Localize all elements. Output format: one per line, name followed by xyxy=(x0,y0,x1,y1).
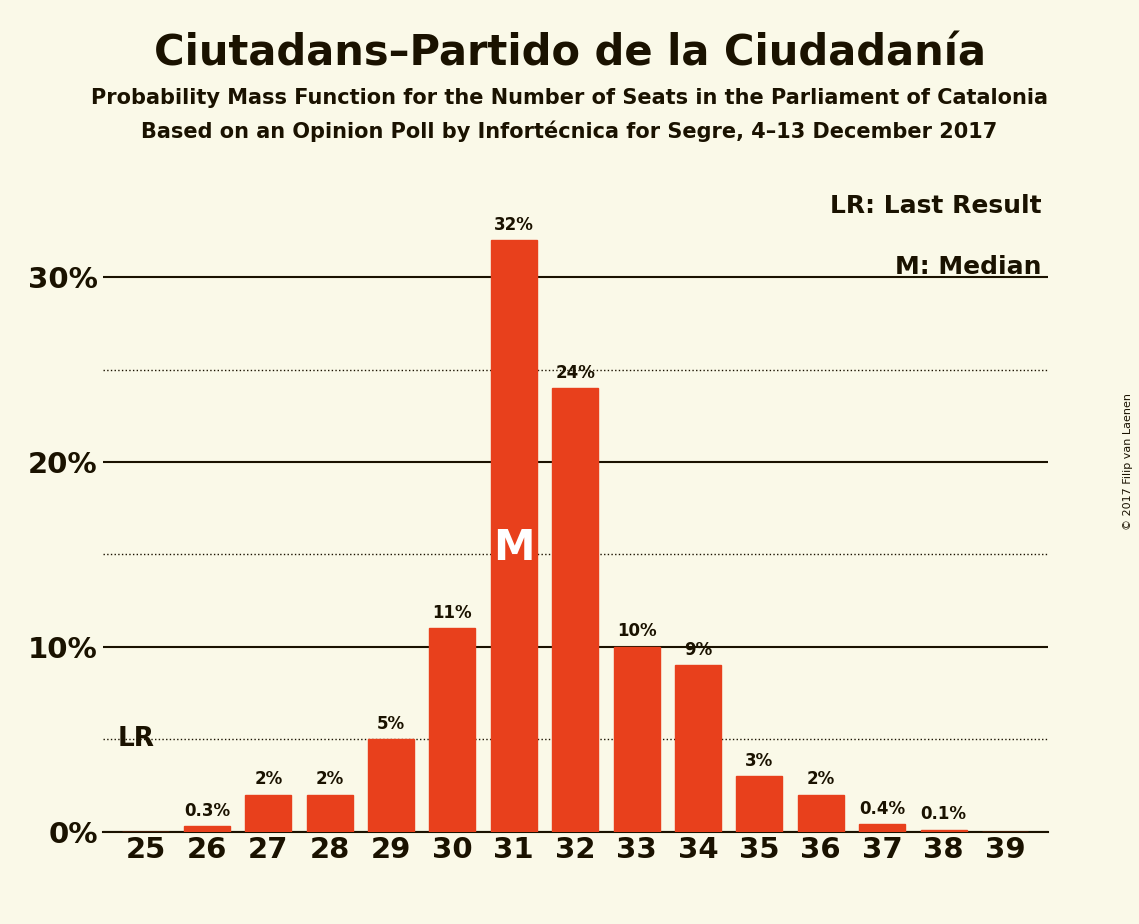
Text: 11%: 11% xyxy=(433,604,473,622)
Text: M: Median: M: Median xyxy=(895,255,1042,279)
Text: 32%: 32% xyxy=(494,216,534,234)
Bar xyxy=(306,795,353,832)
Bar xyxy=(491,240,536,832)
Text: 24%: 24% xyxy=(555,364,596,382)
Text: 0.3%: 0.3% xyxy=(183,802,230,820)
Text: LR: Last Result: LR: Last Result xyxy=(830,194,1042,218)
Text: Probability Mass Function for the Number of Seats in the Parliament of Catalonia: Probability Mass Function for the Number… xyxy=(91,88,1048,108)
Text: Based on an Opinion Poll by Infortécnica for Segre, 4–13 December 2017: Based on an Opinion Poll by Infortécnica… xyxy=(141,120,998,141)
Bar xyxy=(552,388,598,832)
Bar xyxy=(183,826,230,832)
Bar xyxy=(429,628,475,832)
Text: 3%: 3% xyxy=(745,752,773,770)
Text: © 2017 Filip van Laenen: © 2017 Filip van Laenen xyxy=(1123,394,1133,530)
Text: 10%: 10% xyxy=(617,623,656,640)
Text: 2%: 2% xyxy=(254,771,282,788)
Bar xyxy=(614,647,659,832)
Text: 2%: 2% xyxy=(316,771,344,788)
Bar xyxy=(675,665,721,832)
Text: LR: LR xyxy=(117,726,155,752)
Text: 0.1%: 0.1% xyxy=(920,806,967,823)
Text: 9%: 9% xyxy=(683,641,712,659)
Bar xyxy=(859,824,906,832)
Bar xyxy=(245,795,292,832)
Text: 2%: 2% xyxy=(806,771,835,788)
Text: 5%: 5% xyxy=(377,715,405,733)
Bar xyxy=(368,739,415,832)
Text: Ciutadans–Partido de la Ciudadanía: Ciutadans–Partido de la Ciudadanía xyxy=(154,32,985,74)
Text: 0.4%: 0.4% xyxy=(859,800,906,818)
Bar xyxy=(797,795,844,832)
Text: M: M xyxy=(493,527,534,569)
Bar xyxy=(736,776,782,832)
Bar xyxy=(920,830,967,832)
